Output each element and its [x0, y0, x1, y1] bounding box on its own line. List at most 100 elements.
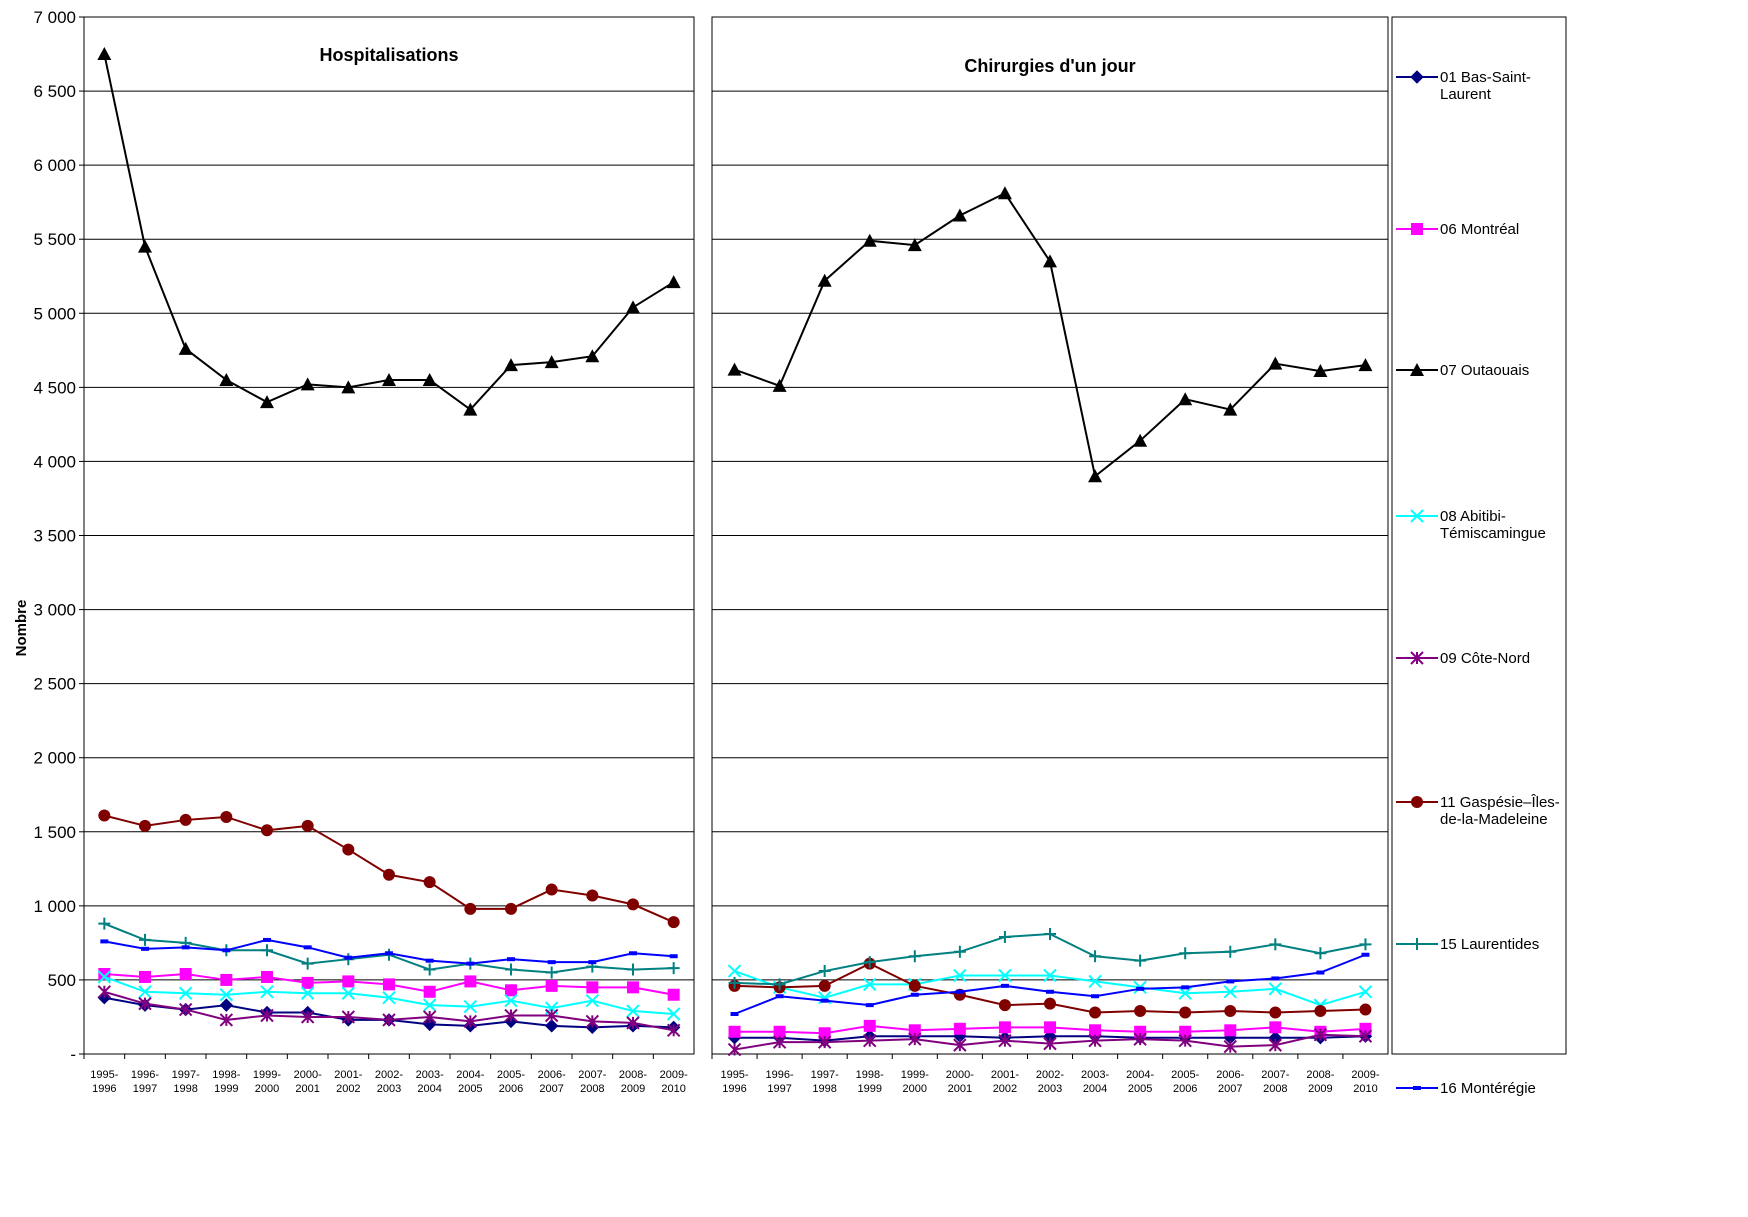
data-point — [219, 1013, 234, 1027]
data-point — [1043, 968, 1057, 983]
data-point — [952, 208, 967, 222]
data-point — [138, 996, 152, 1011]
data-point — [422, 998, 437, 1012]
data-point — [772, 378, 787, 392]
data-point — [997, 186, 1012, 200]
data-point — [865, 1003, 874, 1008]
x-tick-label: 2007-2008 — [578, 1069, 606, 1095]
data-point — [300, 1010, 315, 1024]
data-point — [586, 981, 599, 994]
data-point — [1133, 1032, 1147, 1046]
data-point — [341, 1010, 356, 1024]
legend-entry: 07 Outaouais — [1396, 362, 1529, 379]
x-tick-label: 1999-2000 — [901, 1069, 929, 1095]
series-09-cote-nord — [727, 1028, 1373, 1057]
panel-title: Hospitalisations — [319, 45, 458, 65]
data-point — [1089, 1006, 1102, 1019]
data-point — [863, 956, 876, 969]
data-point — [138, 985, 152, 999]
legend-marker — [1411, 796, 1423, 808]
data-point — [1359, 1022, 1372, 1035]
data-point — [463, 1014, 478, 1029]
data-point — [219, 998, 234, 1012]
y-tick-label: 5 000 — [33, 304, 76, 323]
data-point — [544, 1008, 559, 1023]
series-11-gaspesie-iles-de-la-madeleine — [98, 809, 680, 929]
data-point — [667, 916, 680, 929]
data-point — [97, 985, 112, 999]
legend-label: 09 Côte-Nord — [1440, 650, 1530, 667]
series-08-abitibi-temiscamingue — [727, 964, 1373, 1012]
data-point — [385, 951, 393, 956]
data-point — [1223, 985, 1237, 999]
legend-label: 11 Gaspésie–Îles-de-la-Madeleine — [1440, 794, 1560, 828]
x-tick-label: 2008-2009 — [1306, 1069, 1334, 1095]
data-point — [1043, 1036, 1057, 1051]
data-point — [1269, 1021, 1282, 1034]
data-point — [626, 300, 640, 314]
series-16-monteregie — [730, 952, 1370, 1017]
data-point — [504, 358, 518, 372]
data-point — [1178, 392, 1193, 406]
x-tick-label: 1997-1998 — [811, 1069, 839, 1095]
data-point — [998, 999, 1011, 1012]
data-point — [585, 1014, 600, 1029]
y-tick-label: 4 000 — [33, 452, 76, 471]
plot-area-border — [711, 16, 1389, 1055]
data-point — [863, 977, 877, 992]
panel-chirurgies: 1995-1996 1996-1997 1997-1998 1998-1999 1999… — [711, 16, 1389, 1095]
legend-entry: 11 Gaspésie–Îles-de-la-Madeleine — [1396, 794, 1560, 828]
data-point — [907, 238, 922, 252]
x-tick-label: 2001-2002 — [991, 1069, 1019, 1095]
data-point — [1046, 989, 1054, 994]
data-point — [219, 372, 234, 386]
x-tick-label: 1998-1999 — [856, 1069, 884, 1095]
data-point — [344, 955, 353, 960]
data-point — [139, 970, 151, 983]
x-tick-label: 2002-2003 — [375, 1069, 403, 1095]
data-point — [953, 1038, 967, 1052]
data-point — [98, 917, 111, 930]
data-point — [953, 1022, 966, 1035]
data-point — [382, 1013, 396, 1027]
data-point — [1268, 982, 1283, 996]
data-point — [627, 981, 639, 994]
data-point — [504, 1008, 518, 1023]
data-point — [505, 902, 517, 915]
data-point — [627, 963, 639, 976]
data-point — [547, 960, 556, 965]
data-point — [1224, 945, 1237, 958]
x-tick-label: 2002-2003 — [1036, 1069, 1064, 1095]
data-point — [303, 945, 312, 950]
data-point — [1358, 985, 1373, 999]
data-point — [260, 985, 274, 999]
data-point — [179, 813, 192, 826]
data-point — [463, 402, 478, 416]
data-point — [1268, 356, 1283, 370]
data-point — [626, 1016, 640, 1030]
data-point — [341, 986, 356, 1000]
legend-label: 01 Bas-Saint-Laurent — [1440, 69, 1531, 103]
data-point — [772, 1035, 787, 1049]
x-tick-label: 2008-2009 — [619, 1069, 647, 1095]
data-point — [1314, 947, 1327, 960]
data-point — [1088, 469, 1103, 483]
x-tick-label: 2005-2006 — [497, 1069, 525, 1095]
x-tick-label: 2004-2005 — [1126, 1069, 1154, 1095]
x-tick-label: 1999-2000 — [253, 1069, 281, 1095]
data-point — [382, 990, 396, 1005]
data-point — [507, 957, 515, 962]
x-tick-label: 2001-2002 — [334, 1069, 362, 1095]
legend-box — [1391, 16, 1567, 1055]
data-point — [629, 951, 637, 956]
data-point — [220, 973, 233, 986]
series-line — [734, 192, 1366, 479]
data-point — [727, 362, 742, 376]
data-point — [953, 968, 967, 983]
data-point — [1181, 985, 1190, 990]
legend-marker — [1413, 1086, 1421, 1090]
data-point — [545, 979, 558, 992]
data-point — [820, 998, 829, 1003]
y-tick-label: 3 500 — [33, 527, 76, 546]
x-tick-label: 2006-2007 — [1216, 1069, 1244, 1095]
